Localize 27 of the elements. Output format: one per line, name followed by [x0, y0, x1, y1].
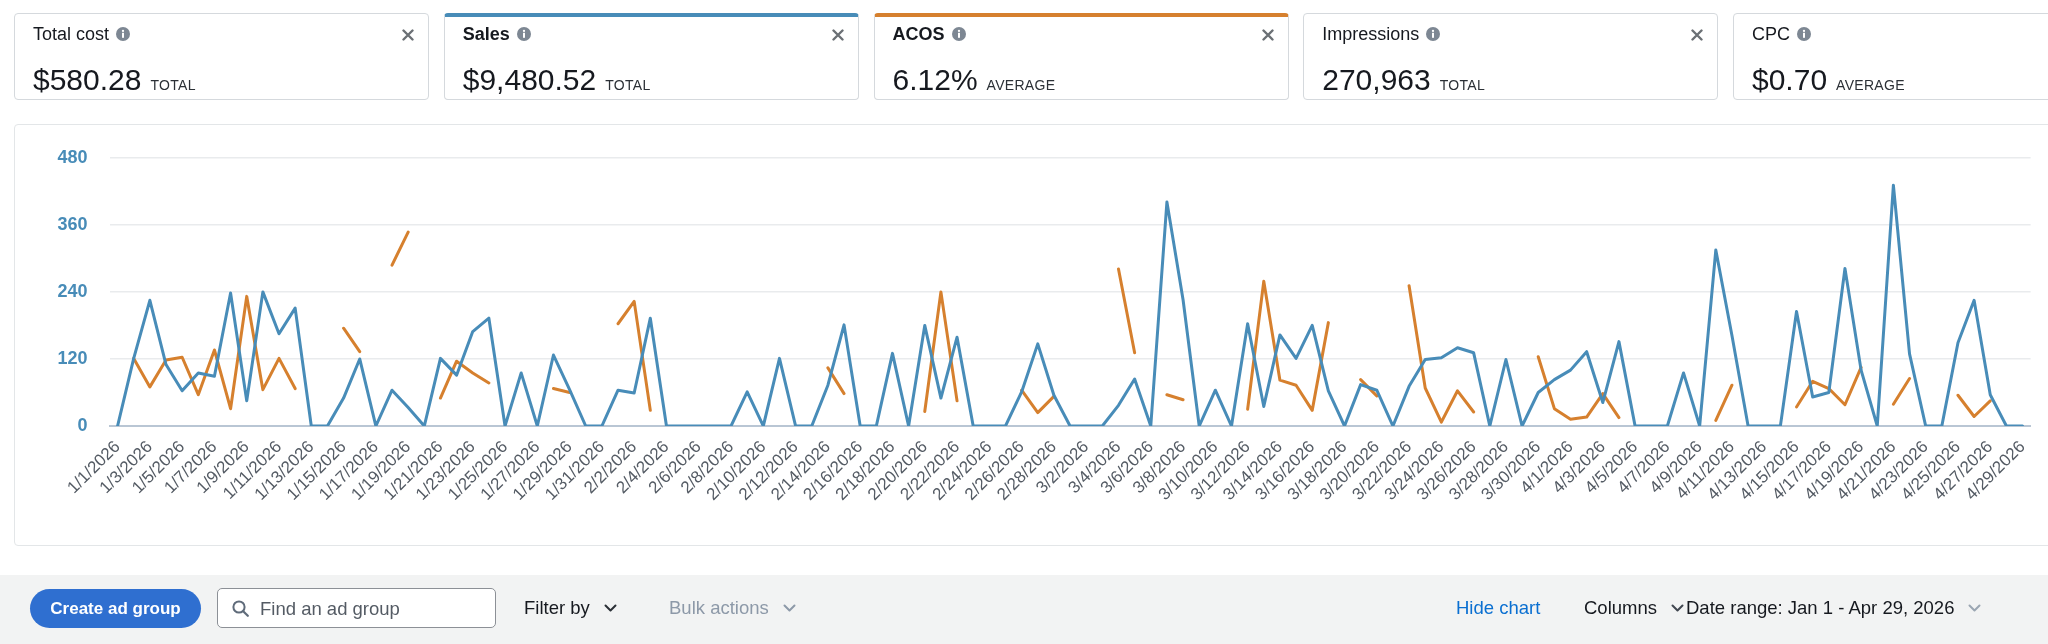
- y-tick-label: 120: [57, 347, 88, 368]
- text: Total cost: [33, 24, 110, 44]
- text: TOTAL: [150, 76, 196, 95]
- y-tick-label: 240: [57, 280, 88, 301]
- text: Bulk actions: [669, 597, 769, 619]
- text: Date range: Jan 1 - Apr 29, 2026: [1686, 597, 1955, 619]
- text: TOTAL: [605, 76, 651, 95]
- text: $580.28: [33, 63, 142, 97]
- text: Columns: [1584, 597, 1657, 619]
- text: Create ad group: [50, 598, 181, 619]
- text: AVERAGE: [1836, 76, 1905, 95]
- search-field: Find an ad group: [217, 588, 496, 628]
- text: $0.70: [1752, 63, 1828, 97]
- text: Filter by: [524, 597, 590, 619]
- text: Sales: [462, 24, 510, 44]
- text: AVERAGE: [986, 76, 1056, 95]
- text: TOTAL: [1439, 76, 1486, 95]
- text: 270,963: [1322, 63, 1431, 97]
- y-tick-label: 480: [57, 146, 88, 167]
- y-tick-label: 0: [77, 414, 88, 435]
- text: Impressions: [1322, 24, 1420, 44]
- text: Hide chart: [1456, 597, 1541, 618]
- text: CPC: [1752, 24, 1791, 44]
- text: ACOS: [892, 24, 945, 44]
- text: 6.12%: [892, 63, 978, 97]
- y-tick-label: 360: [57, 213, 88, 234]
- text: $9,480.52: [462, 63, 597, 97]
